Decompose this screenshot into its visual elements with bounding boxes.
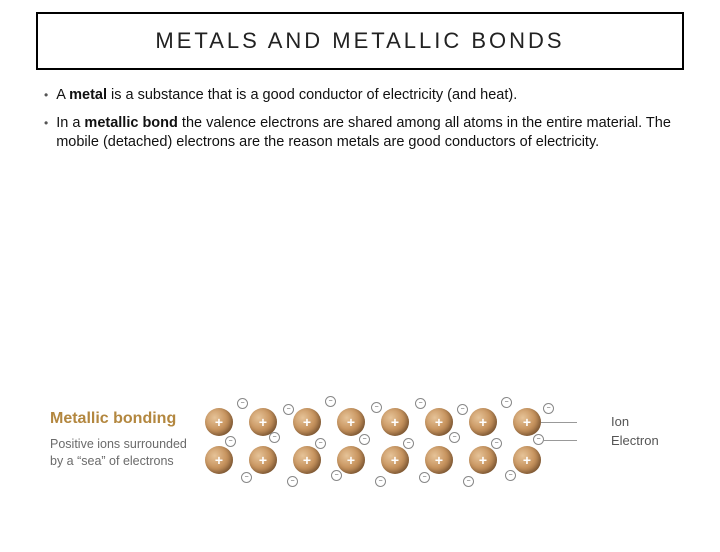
electron: − (325, 396, 336, 407)
diagram-caption: Metallic bonding Positive ions surrounde… (50, 410, 205, 470)
diagram-description: Positive ions surrounded by a “sea” of e… (50, 436, 195, 470)
ion-label: Ion (611, 414, 629, 429)
ion: + (513, 446, 541, 474)
electron: − (505, 470, 516, 481)
electron: − (269, 432, 280, 443)
electron: − (315, 438, 326, 449)
electron: − (415, 398, 426, 409)
electron: − (533, 434, 544, 445)
electron-label: Electron (611, 433, 659, 448)
electron: − (457, 404, 468, 415)
electron: − (463, 476, 474, 487)
bullet-text: A metal is a substance that is a good co… (56, 86, 676, 106)
ion: + (469, 446, 497, 474)
electron: − (491, 438, 502, 449)
electron-pointer-line (544, 440, 577, 441)
electron: − (449, 432, 460, 443)
ion: + (205, 446, 233, 474)
bullet-item: • In a metallic bond the valence electro… (44, 114, 676, 153)
electron: − (359, 434, 370, 445)
bullet-pre: In a (56, 115, 84, 131)
ion: + (249, 446, 277, 474)
diagram-lattice: ++++++++++++++++−−−−−−−−−−−−−−−−−−−−−−− (205, 390, 605, 490)
electron: − (419, 472, 430, 483)
bullet-item: • A metal is a substance that is a good … (44, 86, 676, 106)
electron: − (543, 403, 554, 414)
electron: − (283, 404, 294, 415)
electron: − (241, 472, 252, 483)
diagram-labels: Ion Electron (605, 390, 670, 490)
ion: + (381, 408, 409, 436)
ion: + (381, 446, 409, 474)
ion: + (469, 408, 497, 436)
bullet-pre: A (56, 87, 69, 103)
bullet-post: is a substance that is a good conductor … (107, 87, 517, 103)
ion: + (425, 446, 453, 474)
ion: + (337, 408, 365, 436)
diagram-heading: Metallic bonding (50, 410, 195, 428)
electron: − (371, 402, 382, 413)
electron: − (331, 470, 342, 481)
metallic-bonding-diagram: Metallic bonding Positive ions surrounde… (50, 382, 670, 497)
bullet-text: In a metallic bond the valence electrons… (56, 114, 676, 153)
electron: − (237, 398, 248, 409)
slide-title: METALS AND METALLIC BONDS (36, 12, 684, 70)
ion: + (337, 446, 365, 474)
ion: + (205, 408, 233, 436)
ion: + (513, 408, 541, 436)
electron: − (375, 476, 386, 487)
content-area: • A metal is a substance that is a good … (44, 86, 676, 153)
bullet-bold: metallic bond (84, 115, 177, 131)
bullet-bold: metal (69, 87, 107, 103)
electron: − (287, 476, 298, 487)
electron: − (501, 397, 512, 408)
electron: − (403, 438, 414, 449)
ion: + (425, 408, 453, 436)
ion: + (293, 408, 321, 436)
bullet-marker: • (44, 115, 48, 131)
ion: + (293, 446, 321, 474)
electron: − (225, 436, 236, 447)
ion-pointer-line (541, 422, 577, 423)
bullet-marker: • (44, 87, 48, 103)
